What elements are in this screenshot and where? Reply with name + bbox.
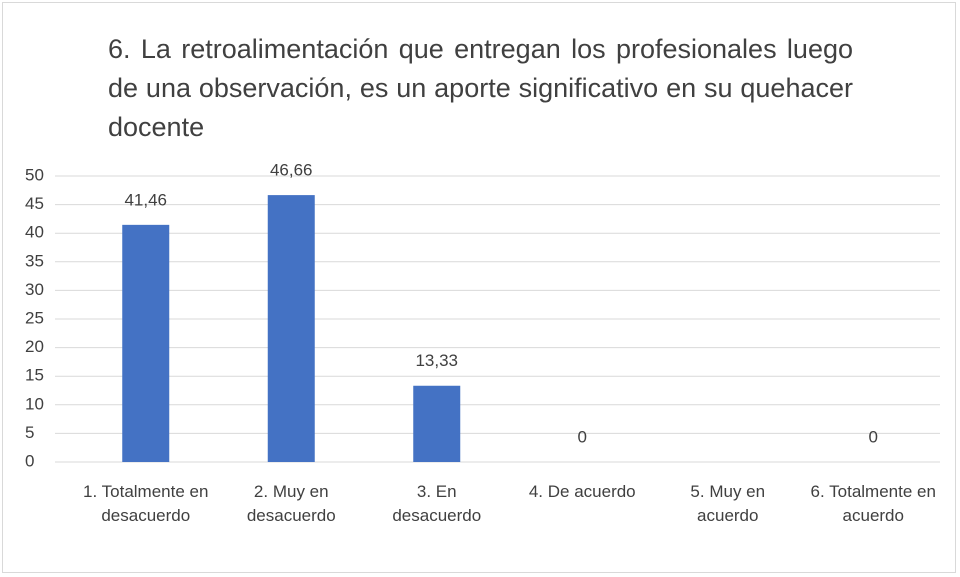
x-tick-label: 5. Muy en acuerdo (690, 482, 766, 525)
bar (413, 385, 461, 462)
y-tick-label: 50 (25, 165, 44, 184)
data-label: 0 (869, 427, 878, 446)
y-tick-label: 35 (25, 251, 44, 270)
data-label: 41,46 (124, 190, 167, 209)
data-label: 13,33 (415, 351, 458, 370)
x-tick-label: 6. Totalmente en acuerdo (810, 482, 936, 525)
bar (267, 195, 315, 462)
y-tick-label: 15 (25, 366, 44, 385)
y-tick-label: 5 (25, 423, 34, 442)
x-tick-label: 3. En desacuerdo (392, 482, 482, 525)
y-tick-label: 45 (25, 194, 44, 213)
y-tick-label: 30 (25, 280, 44, 299)
y-tick-label: 0 (25, 451, 34, 470)
y-tick-label: 25 (25, 308, 44, 327)
x-tick-label: 2. Muy en desacuerdo (246, 482, 336, 525)
x-tick-label: 4. De acuerdo (528, 482, 636, 501)
data-label: 0 (578, 427, 587, 446)
chart-title: 6. La retroalimentación que entregan los… (108, 34, 853, 142)
y-tick-label: 40 (25, 223, 44, 242)
y-tick-label: 10 (25, 394, 44, 413)
x-tick-label: 1. Totalmente en desacuerdo (83, 482, 209, 525)
bar (122, 224, 170, 462)
y-tick-label: 20 (25, 337, 44, 356)
data-label: 46,66 (270, 161, 313, 180)
